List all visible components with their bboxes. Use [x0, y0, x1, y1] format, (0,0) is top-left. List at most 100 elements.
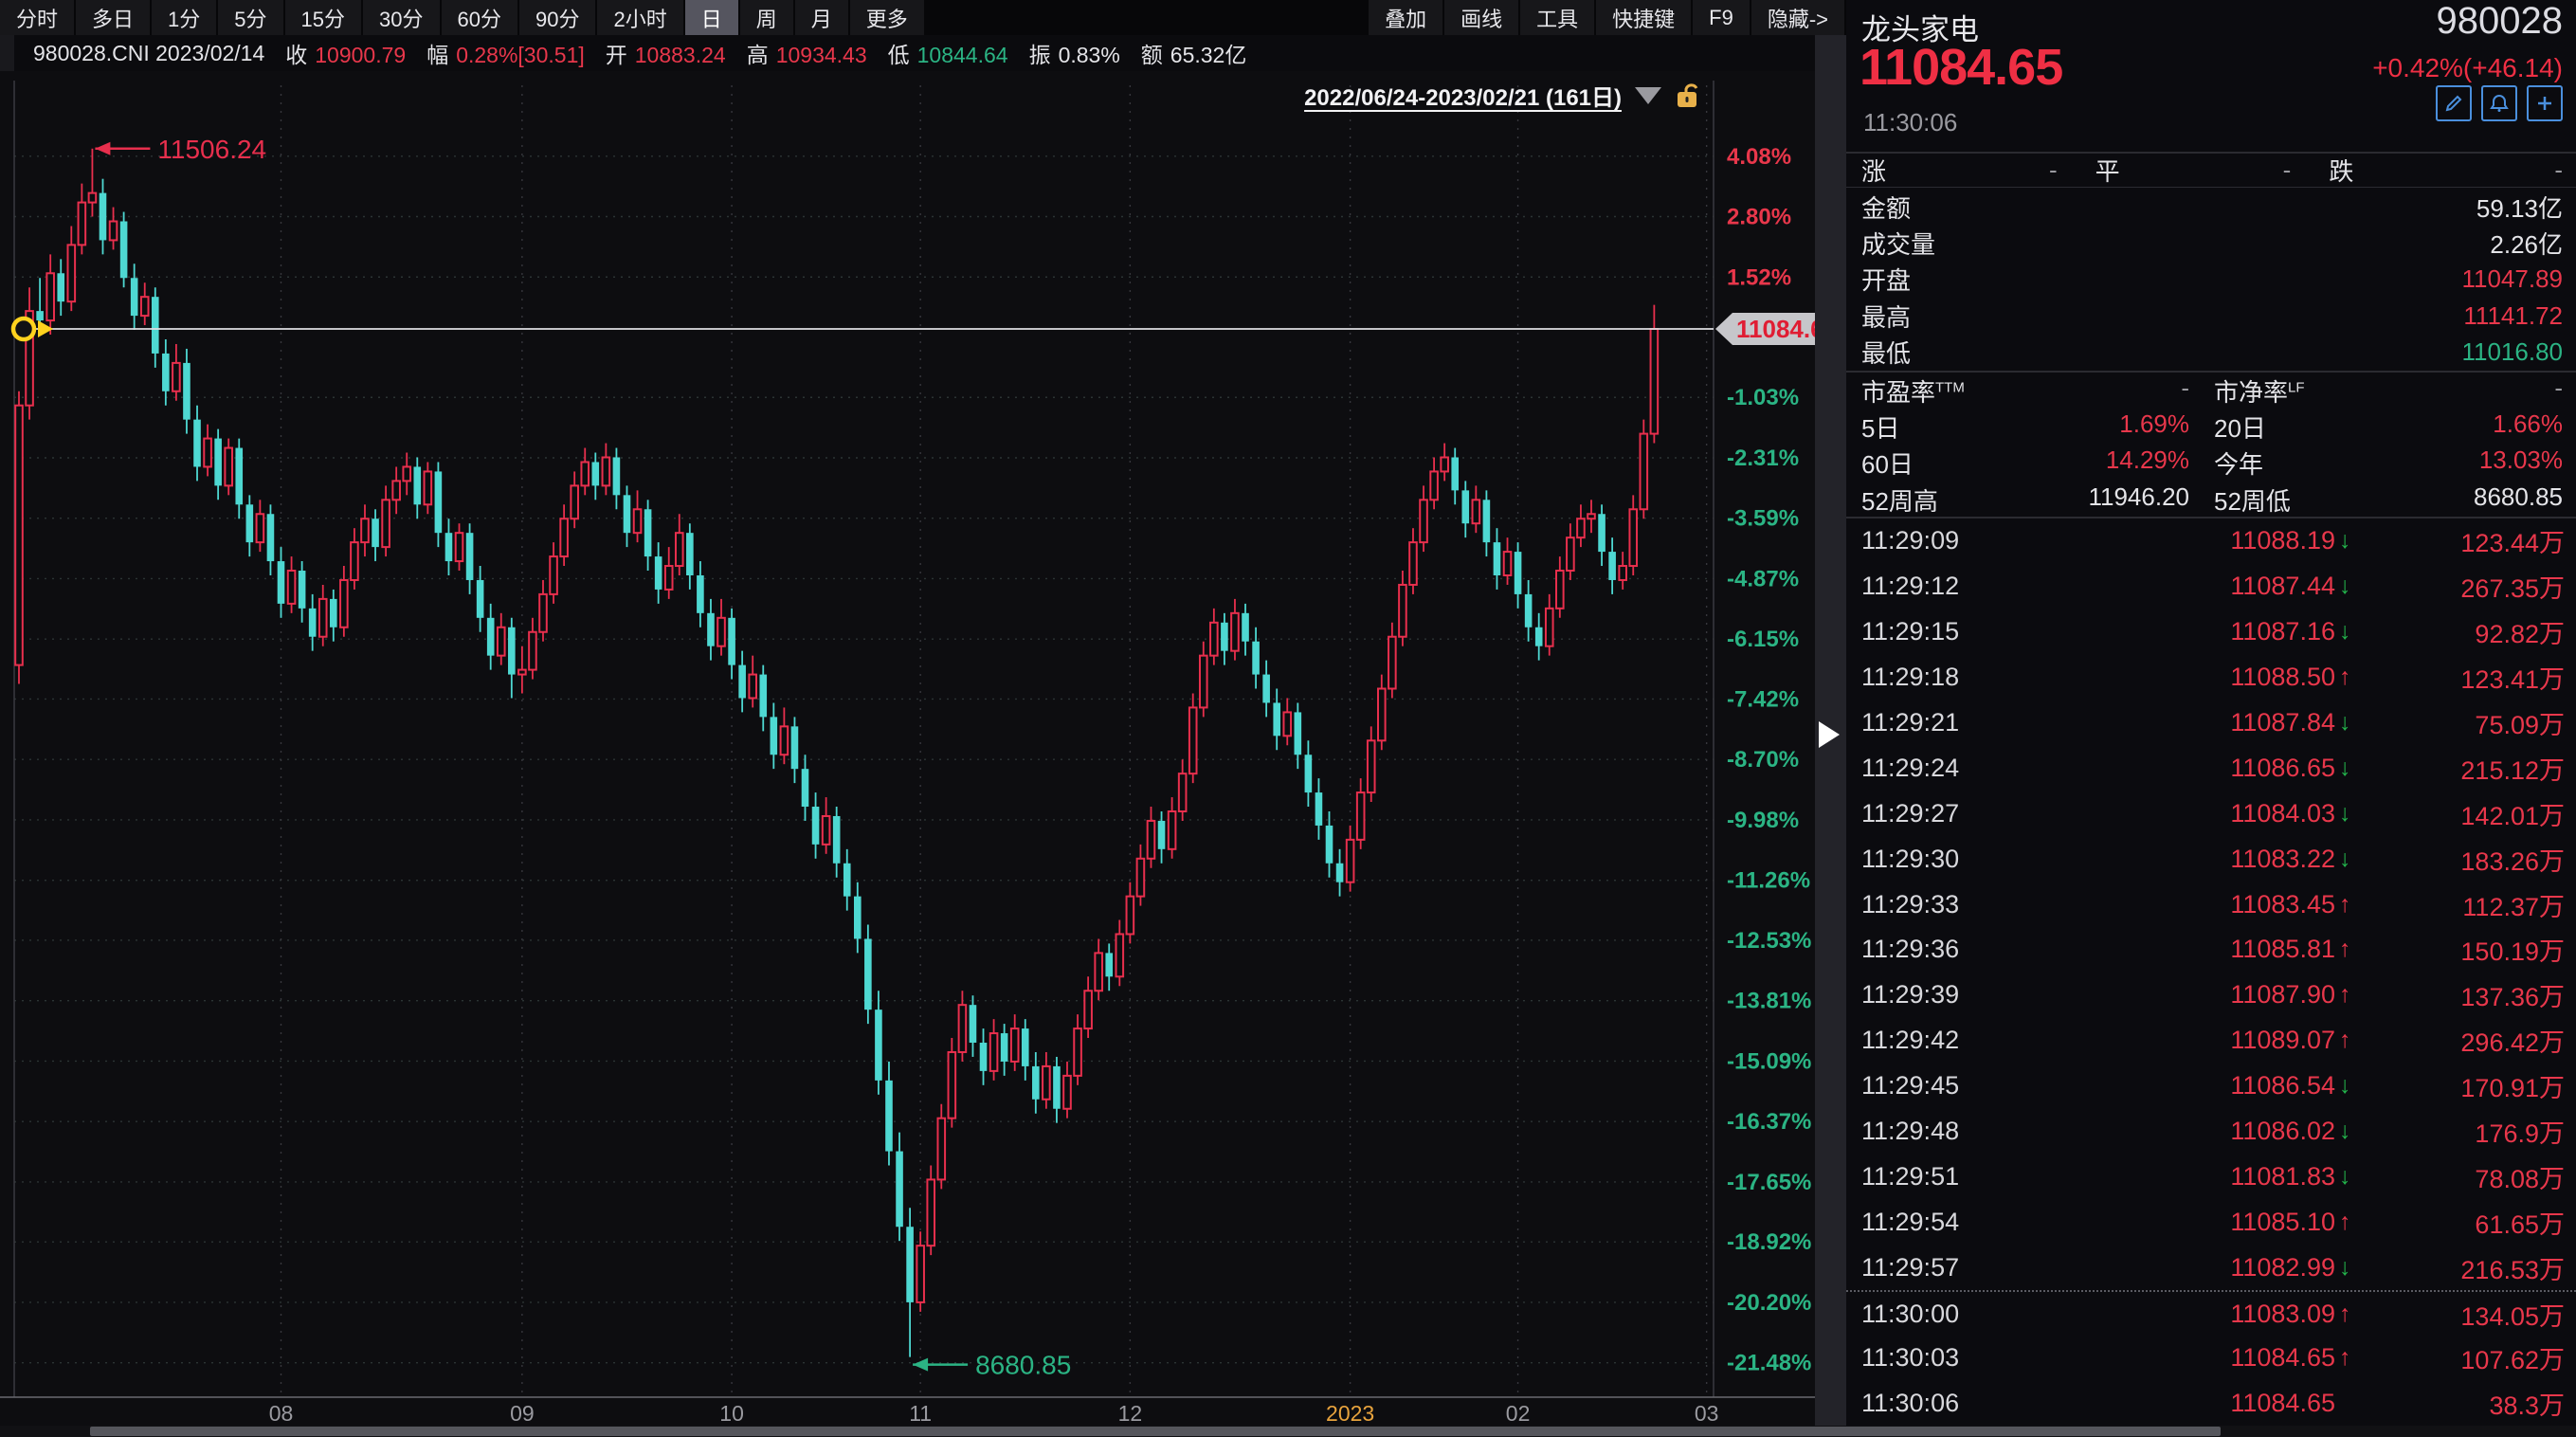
toolbar-item-画线[interactable]: 画线 — [1444, 0, 1519, 35]
candle-body-up — [663, 565, 674, 591]
updown-跌: 跌- — [2329, 153, 2563, 188]
candle-body-down — [623, 495, 631, 534]
tick-row[interactable]: 11:30:03 11084.65 ↑ 107.62万 — [1846, 1336, 2576, 1381]
arrow-down-icon: ↓ — [2339, 1118, 2351, 1145]
tick-row[interactable]: 11:29:15 11087.16 ↓ 92.82万 — [1846, 609, 2576, 655]
scrollbar-thumb[interactable] — [90, 1427, 2221, 1436]
updown-label: 跌 — [2329, 157, 2354, 186]
tick-row[interactable]: 11:29:12 11087.44 ↓ 267.35万 — [1846, 564, 2576, 609]
candle-body-up — [926, 1178, 936, 1247]
tick-row[interactable]: 11:29:48 11086.02 ↓ 176.9万 — [1846, 1109, 2576, 1155]
ratio-left: 60日 14.29% — [1861, 446, 2189, 481]
tick-row[interactable]: 11:29:42 11089.07 ↑ 296.42万 — [1846, 1018, 2576, 1064]
tick-row[interactable]: 11:29:54 11085.10 ↑ 61.65万 — [1846, 1199, 2576, 1245]
unlock-icon[interactable] — [1675, 82, 1703, 110]
ratio-left: 市盈率TTM - — [1861, 373, 2189, 409]
updown-涨: 涨- — [1861, 153, 2095, 188]
chevron-down-icon[interactable] — [1635, 86, 1661, 104]
candle-body-down — [235, 447, 244, 505]
stat-value: 11016.80 — [2461, 337, 2563, 367]
toolbar-item-叠加[interactable]: 叠加 — [1369, 0, 1443, 35]
expand-right-icon[interactable] — [1819, 721, 1840, 748]
toolbar-item-月[interactable]: 月 — [794, 0, 848, 35]
horizontal-scrollbar[interactable] — [0, 1426, 2576, 1437]
stat-value: 11141.72 — [2463, 300, 2563, 330]
candle-body-down — [1032, 1065, 1040, 1100]
candle-body-down — [969, 1005, 977, 1044]
candle-body-up — [821, 814, 831, 846]
candle-body-down — [1242, 612, 1249, 642]
candlestick-chart-area[interactable]: 4.08% 2.80% 1.52% -1.03% -2.31% -3.59% -4.87% -… — [0, 71, 1838, 1426]
ratio-right: 今年 13.03% — [2214, 446, 2563, 481]
candle-body-down — [1493, 542, 1501, 575]
candle-body-down — [770, 717, 778, 755]
toolbar-item-工具[interactable]: 工具 — [1520, 0, 1595, 35]
candle-body-down — [99, 192, 107, 241]
candle-body-down — [686, 533, 694, 575]
candle-body-up — [936, 1117, 947, 1181]
tick-row[interactable]: 11:29:24 11086.65 ↓ 215.12万 — [1846, 745, 2576, 791]
candle-body-down — [413, 466, 422, 505]
tick-row[interactable]: 11:29:30 11083.22 ↓ 183.26万 — [1846, 836, 2576, 882]
panel-divider[interactable] — [1815, 35, 1846, 1426]
tick-row[interactable]: 11:29:21 11087.84 ↓ 75.09万 — [1846, 700, 2576, 746]
stat-label: 最低 — [1861, 339, 1912, 369]
low-annotation-arrowhead — [913, 1357, 929, 1372]
tick-row[interactable]: 11:29:09 11088.19 ↓ 123.44万 — [1846, 518, 2576, 564]
tick-price: 11086.65 — [2230, 753, 2335, 782]
alert-bell-icon[interactable] — [2481, 85, 2517, 121]
price-line-marker-icon[interactable] — [10, 316, 37, 342]
toolbar-item-F9[interactable]: F9 — [1693, 0, 1750, 35]
tick-row[interactable]: 11:29:27 11084.03 ↓ 142.01万 — [1846, 791, 2576, 836]
info-field-value: 10900.79 — [315, 43, 407, 67]
toolbar-item-2小时[interactable]: 2小时 — [597, 0, 683, 35]
toolbar-item-1分[interactable]: 1分 — [152, 0, 217, 35]
candle-body-down — [298, 571, 306, 609]
edit-icon[interactable] — [2436, 85, 2472, 121]
toolbar-item-5分[interactable]: 5分 — [218, 0, 283, 35]
add-plus-icon[interactable] — [2527, 85, 2563, 121]
toolbar-item-分时[interactable]: 分时 — [0, 0, 75, 35]
tick-row[interactable]: 11:30:00 11083.09 ↑ 134.05万 — [1846, 1290, 2576, 1336]
tick-row[interactable]: 11:29:45 11086.54 ↓ 170.91万 — [1846, 1064, 2576, 1109]
candle-body-down — [57, 273, 65, 302]
tick-row[interactable]: 11:29:57 11082.99 ↓ 216.53万 — [1846, 1245, 2576, 1290]
stat-label: 开盘 — [1861, 266, 1912, 296]
toolbar-item-快捷键[interactable]: 快捷键 — [1596, 0, 1692, 35]
date-range-control[interactable]: 2022/06/24-2023/02/21 (161日) — [1304, 79, 1703, 112]
toolbar-item-30分[interactable]: 30分 — [363, 0, 440, 35]
toolbar-item-更多[interactable]: 更多 — [849, 0, 924, 35]
tick-time: 11:29:24 — [1861, 753, 1960, 782]
quote-time: 11:30:06 — [1863, 108, 1958, 136]
ratio-right: 20日 1.66% — [2214, 409, 2563, 445]
date-range-text[interactable]: 2022/06/24-2023/02/21 (161日) — [1304, 85, 1622, 111]
tick-row[interactable]: 11:29:33 11083.45 ↑ 112.37万 — [1846, 882, 2576, 927]
toolbar-item-多日[interactable]: 多日 — [76, 0, 151, 35]
candle-body-up — [538, 592, 548, 633]
ohlc-fields: 收 10900.79 幅 0.28%[30.51] 开 10883.24 高 10934.43… — [285, 37, 1267, 69]
toolbar-item-隐藏->[interactable]: 隐藏-> — [1751, 0, 1844, 35]
toolbar-item-15分[interactable]: 15分 — [284, 0, 362, 35]
candle-body-up — [1009, 1028, 1020, 1063]
candle-body-down — [738, 664, 746, 699]
price-tag-value: 11084.65 — [1736, 315, 1815, 343]
candle-body-down — [1157, 820, 1166, 849]
candle-body-up — [1230, 611, 1240, 652]
candle-body-up — [339, 578, 349, 628]
candle-body-up — [203, 437, 212, 468]
tick-row[interactable]: 11:29:51 11081.83 ↓ 78.08万 — [1846, 1154, 2576, 1199]
candlestick-chart[interactable]: 4.08% 2.80% 1.52% -1.03% -2.31% -3.59% -4.87% -… — [0, 71, 1838, 1426]
tick-row[interactable]: 11:29:39 11087.90 ↑ 137.36万 — [1846, 973, 2576, 1018]
candle-body-up — [391, 480, 401, 501]
tick-row[interactable]: 11:30:06 11084.65 38.3万 — [1846, 1381, 2576, 1427]
tick-row[interactable]: 11:29:18 11088.50 ↑ 123.41万 — [1846, 655, 2576, 700]
candle-body-up — [66, 244, 77, 303]
candle-body-down — [214, 438, 222, 486]
toolbar-item-60分[interactable]: 60分 — [441, 0, 517, 35]
tick-row[interactable]: 11:29:36 11085.81 ↑ 150.19万 — [1846, 927, 2576, 973]
toolbar-item-日[interactable]: 日 — [684, 0, 738, 35]
toolbar-item-周[interactable]: 周 — [739, 0, 793, 35]
toolbar-item-90分[interactable]: 90分 — [518, 0, 596, 35]
candle-body-down — [1304, 755, 1313, 793]
stat-row-最高: 最高 11141.72 — [1846, 298, 2576, 334]
